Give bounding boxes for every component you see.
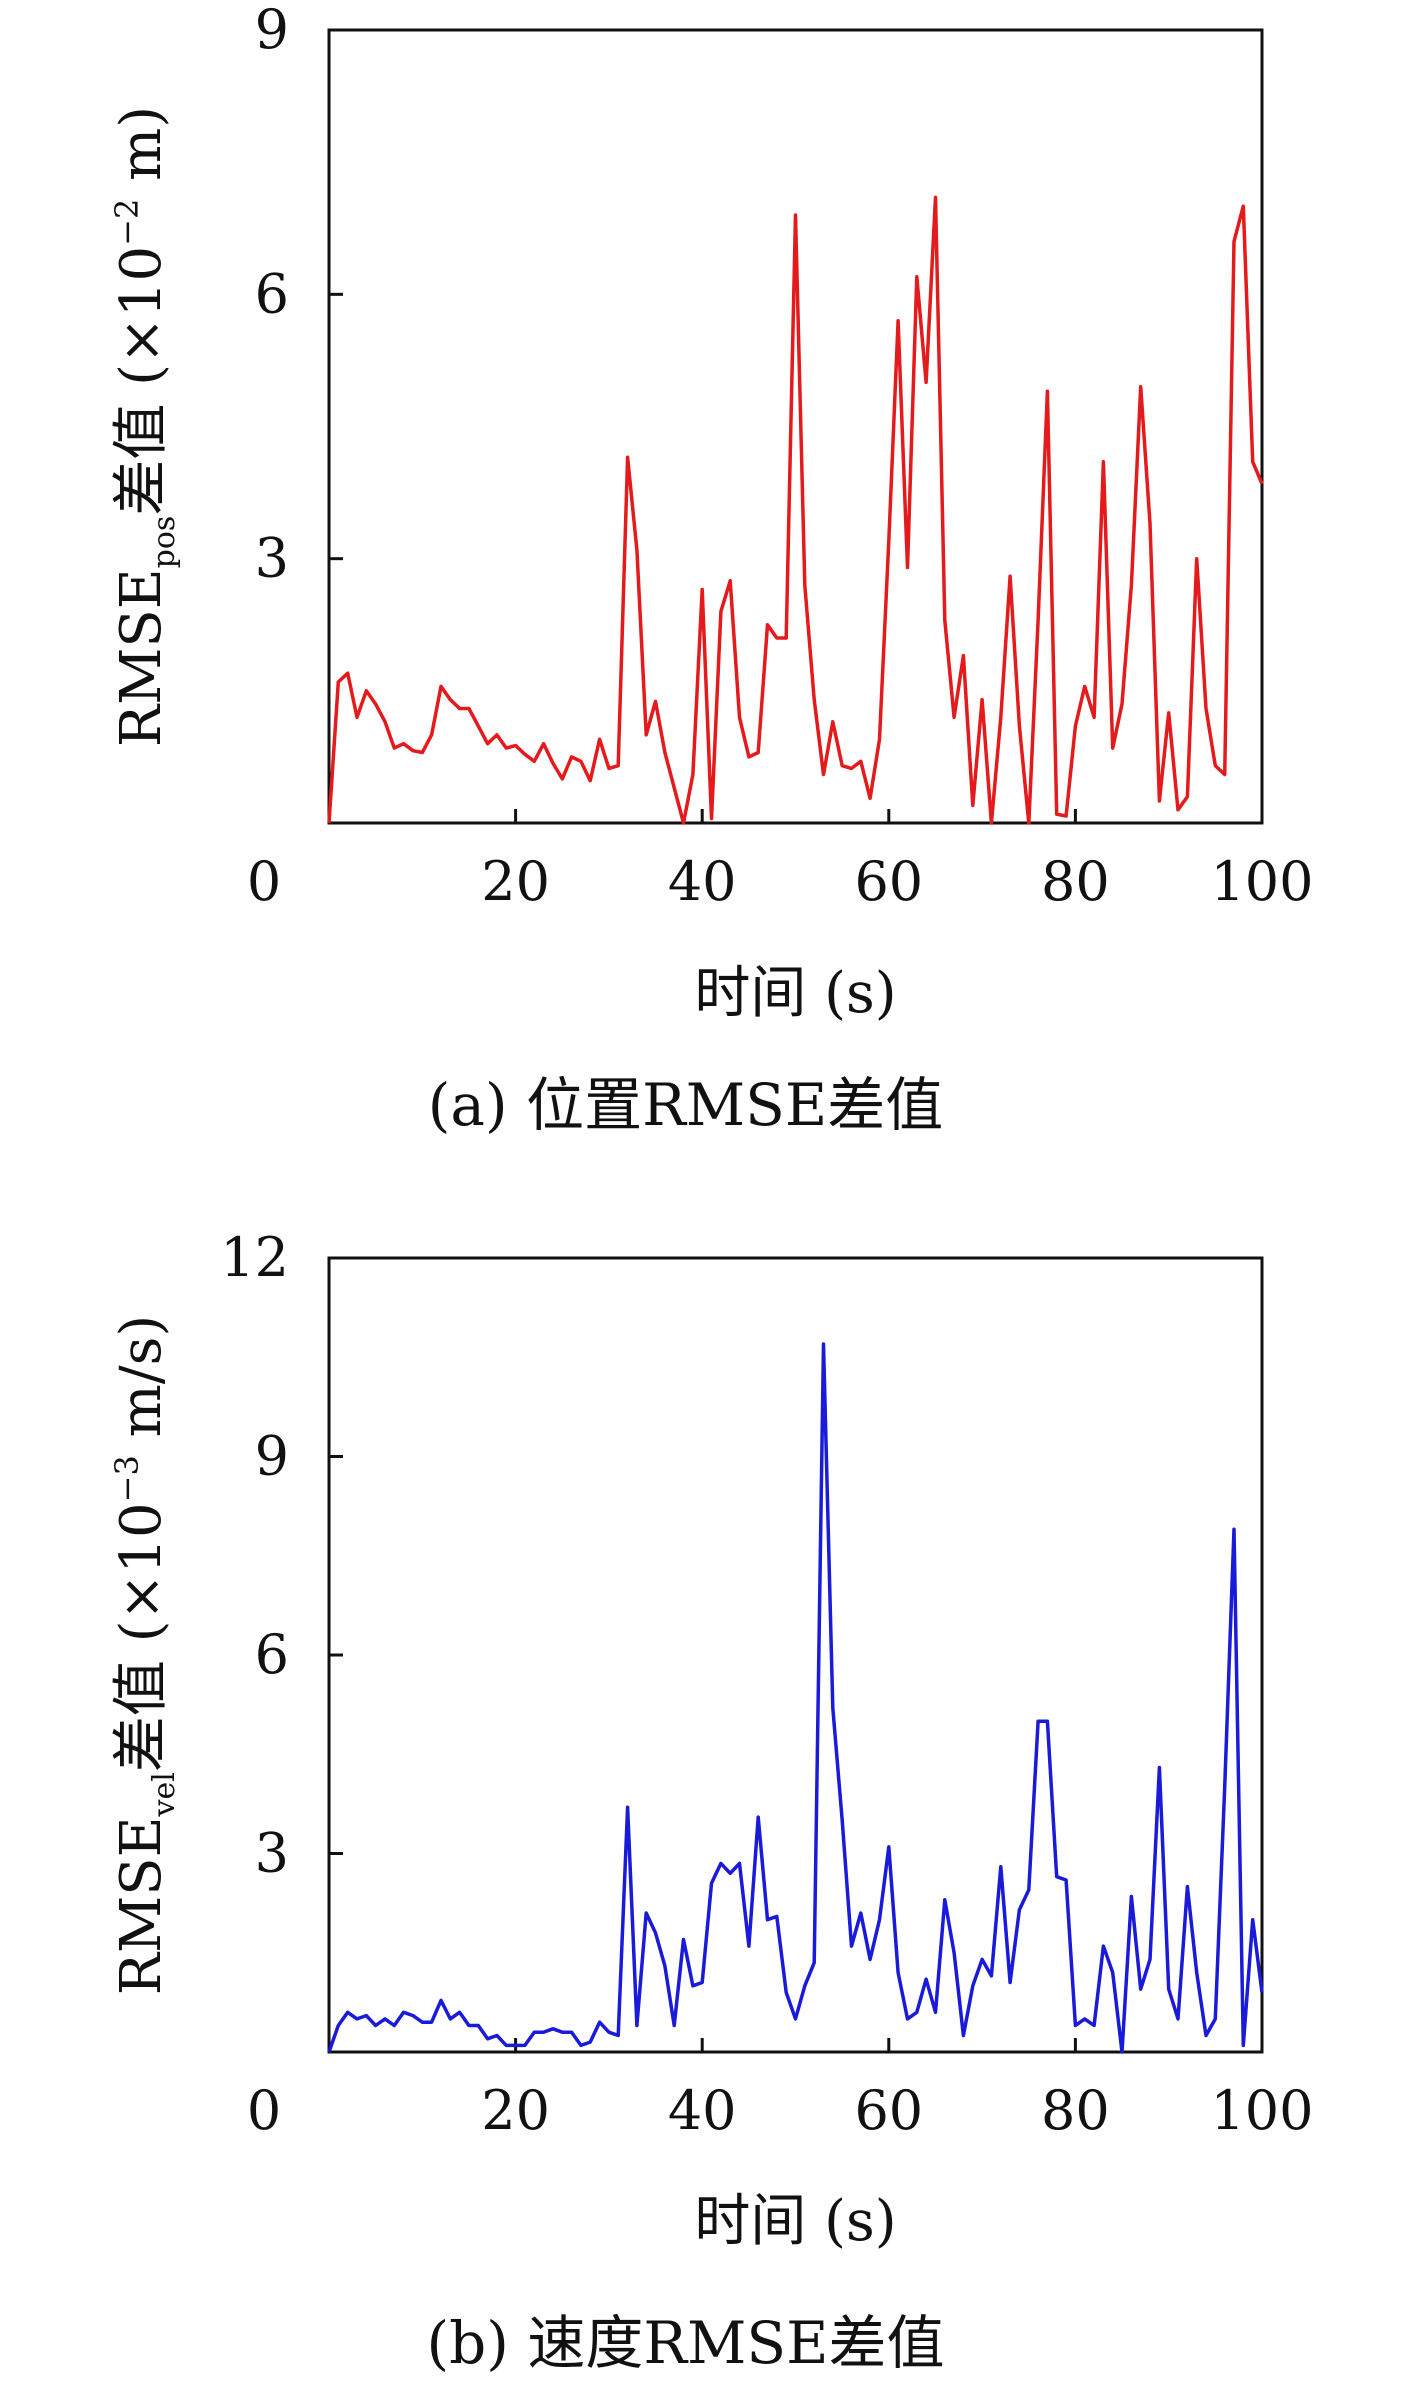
panel-a: 0 20 40 60 80 100 3 6 9 时间 (s) RMSEpos差值 (×10−2 m)…	[108, 0, 1314, 1139]
y-label-exponent: −2	[108, 199, 146, 246]
x-tick-label: 20	[481, 850, 550, 913]
series-line	[327, 1342, 1264, 2054]
y-label-exponent: −3	[108, 1455, 146, 1502]
y-label-main: RMSE	[109, 1816, 174, 1995]
x-tick-label: 60	[854, 2079, 923, 2142]
y-label-unit: m)	[109, 106, 174, 199]
x-axis-label: 时间 (s)	[694, 2189, 896, 2254]
x-tick-label: 0	[247, 2079, 281, 2142]
y-tick-label: 12	[220, 1226, 289, 1289]
y-label-subscript: vel	[147, 1772, 182, 1817]
panel-b: 0 20 40 60 80 100 3 6 9 12 时间 (s) RMSEvel差值 (×10−3 …	[108, 1226, 1314, 2377]
y-axis-label: RMSEvel差值 (×10−3 m/s)	[108, 1315, 182, 1995]
y-tick-label: 9	[255, 0, 289, 61]
x-tick-label: 0	[247, 850, 281, 913]
x-axis-label: 时间 (s)	[694, 961, 896, 1026]
x-tick-label: 20	[481, 2079, 550, 2142]
y-label-main: RMSE	[109, 568, 174, 747]
x-tick-label: 100	[1210, 850, 1313, 913]
y-tick-label: 9	[255, 1425, 289, 1488]
series-line	[327, 195, 1264, 825]
x-tick-label: 60	[854, 850, 923, 913]
x-tick-label: 80	[1041, 2079, 1110, 2142]
caption: (a) 位置RMSE差值	[428, 1071, 943, 1139]
y-tick-label: 6	[255, 262, 289, 325]
y-tick-label: 3	[255, 1822, 289, 1885]
y-axis-label: RMSEpos差值 (×10−2 m)	[108, 106, 182, 747]
caption: (b) 速度RMSE差值	[427, 2309, 945, 2377]
y-tick-label: 6	[255, 1623, 289, 1686]
x-tick-label: 40	[668, 2079, 737, 2142]
x-tick-label: 40	[668, 850, 737, 913]
y-tick-label: 3	[255, 527, 289, 590]
y-label-subscript: pos	[147, 516, 182, 569]
plot-frame	[327, 1256, 1264, 2054]
x-tick-label: 100	[1210, 2079, 1313, 2142]
plot-frame	[327, 28, 1264, 825]
y-label-rest: 差值 (×10	[109, 246, 174, 516]
y-label-rest: 差值 (×10	[109, 1502, 174, 1772]
x-tick-label: 80	[1041, 850, 1110, 913]
y-label-unit: m/s)	[109, 1315, 174, 1455]
